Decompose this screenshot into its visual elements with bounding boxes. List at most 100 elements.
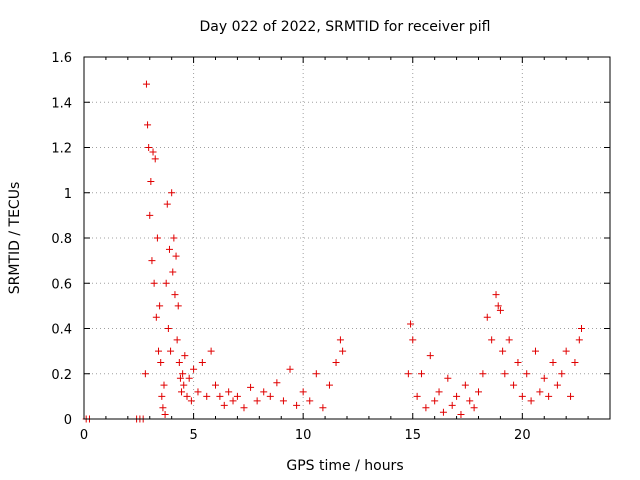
data-point <box>523 370 531 378</box>
data-point <box>183 392 191 400</box>
data-point <box>141 370 149 378</box>
data-point <box>496 306 504 314</box>
data-point <box>536 388 544 396</box>
data-point <box>470 404 478 412</box>
data-point <box>453 392 461 400</box>
data-point <box>558 370 566 378</box>
data-point <box>187 397 195 405</box>
data-point <box>158 392 166 400</box>
x-tick-label: 10 <box>295 428 312 443</box>
data-point <box>225 388 233 396</box>
data-point <box>444 374 452 382</box>
x-tick-label: 20 <box>514 428 531 443</box>
data-point <box>488 336 496 344</box>
data-point <box>431 397 439 405</box>
axis-ticks <box>83 56 610 420</box>
data-point <box>540 374 548 382</box>
data-point <box>336 336 344 344</box>
data-point <box>153 234 161 242</box>
data-point <box>174 302 182 310</box>
data-point <box>178 388 186 396</box>
data-point <box>319 404 327 412</box>
data-point <box>494 302 502 310</box>
y-tick-label: 1.6 <box>51 51 72 66</box>
data-point <box>499 347 507 355</box>
data-point <box>562 347 570 355</box>
chart-title: Day 022 of 2022, SRMTID for receiver pif… <box>199 19 490 35</box>
data-point <box>142 80 150 88</box>
data-point <box>510 381 518 389</box>
data-point <box>439 408 447 416</box>
data-point <box>229 397 237 405</box>
data-point <box>207 347 215 355</box>
y-tick-label: 0.4 <box>51 323 72 338</box>
data-point <box>176 374 184 382</box>
data-point <box>150 279 158 287</box>
data-point <box>518 392 526 400</box>
data-point <box>159 404 167 412</box>
data-point <box>312 370 320 378</box>
data-point <box>156 302 164 310</box>
y-tick-label: 1 <box>64 187 72 202</box>
data-point <box>575 336 583 344</box>
data-point <box>413 392 421 400</box>
data-point <box>266 392 274 400</box>
data-point <box>162 279 170 287</box>
data-point <box>527 397 535 405</box>
y-tick-label: 1.4 <box>51 96 72 111</box>
data-point <box>180 381 188 389</box>
data-point <box>145 144 153 151</box>
data-point <box>247 383 255 391</box>
data-point <box>571 358 579 366</box>
data-point <box>157 358 165 366</box>
data-point <box>404 370 412 378</box>
data-point <box>216 392 224 400</box>
data-point <box>553 381 561 389</box>
data-point <box>198 358 206 366</box>
data-point <box>286 365 294 373</box>
x-tick-label: 0 <box>80 428 88 443</box>
data-point <box>240 404 248 412</box>
data-point <box>146 211 154 219</box>
data-point <box>185 374 193 382</box>
data-point <box>545 392 553 400</box>
x-tick-label: 5 <box>189 428 197 443</box>
data-point <box>435 388 443 396</box>
data-point <box>172 252 180 260</box>
data-point <box>407 320 415 328</box>
data-point <box>173 336 181 344</box>
data-point <box>483 313 491 321</box>
data-point <box>148 257 156 265</box>
data-point <box>175 358 183 366</box>
data-point <box>418 370 426 378</box>
x-axis-label: GPS time / hours <box>286 458 403 474</box>
data-point <box>325 381 333 389</box>
y-tick-label: 0.6 <box>51 277 72 292</box>
data-point <box>190 365 198 373</box>
data-point <box>306 397 314 405</box>
data-point <box>578 325 586 332</box>
data-point <box>144 121 152 129</box>
data-point <box>531 347 539 355</box>
data-point <box>212 381 219 389</box>
data-point <box>426 352 434 360</box>
data-point <box>168 189 176 197</box>
data-point <box>161 410 169 418</box>
data-point <box>422 404 430 412</box>
data-point <box>169 268 177 276</box>
y-tick-label: 1.2 <box>51 142 72 157</box>
data-point <box>179 370 187 378</box>
data-point <box>501 370 509 378</box>
data-point <box>152 313 160 321</box>
x-tick-label: 15 <box>404 428 421 443</box>
data-point <box>567 392 575 400</box>
data-point <box>253 397 261 405</box>
y-axis-label: SRMTID / TECUs <box>7 182 23 295</box>
data-point <box>505 336 513 344</box>
data-point <box>160 381 168 389</box>
data-point <box>332 358 340 366</box>
data-point <box>170 234 178 242</box>
y-tick-label: 0.2 <box>51 368 72 383</box>
data-point <box>167 347 175 355</box>
